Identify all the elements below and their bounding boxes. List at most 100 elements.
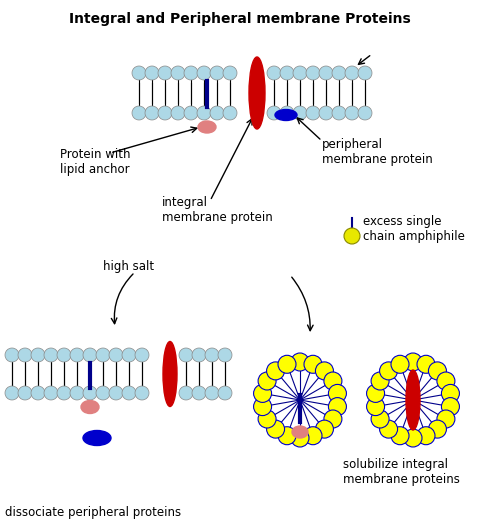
Circle shape (96, 348, 110, 362)
Circle shape (57, 386, 71, 400)
Circle shape (31, 348, 45, 362)
Circle shape (57, 348, 71, 362)
Ellipse shape (275, 109, 297, 120)
Circle shape (437, 410, 455, 428)
Ellipse shape (249, 57, 265, 129)
Circle shape (316, 362, 333, 380)
Circle shape (18, 348, 32, 362)
Circle shape (192, 386, 206, 400)
Circle shape (442, 398, 459, 416)
Circle shape (332, 66, 346, 80)
Circle shape (109, 348, 123, 362)
Circle shape (329, 385, 346, 402)
Circle shape (5, 386, 19, 400)
Circle shape (171, 106, 185, 120)
Circle shape (280, 66, 294, 80)
Text: integral
membrane protein: integral membrane protein (162, 196, 273, 224)
Circle shape (135, 348, 149, 362)
Circle shape (417, 355, 435, 373)
Circle shape (319, 106, 333, 120)
Circle shape (404, 353, 422, 371)
Circle shape (278, 427, 296, 444)
Text: peripheral
membrane protein: peripheral membrane protein (322, 138, 433, 166)
Circle shape (332, 106, 346, 120)
Circle shape (371, 410, 389, 428)
Circle shape (258, 372, 276, 390)
Circle shape (145, 66, 159, 80)
Circle shape (197, 106, 211, 120)
Circle shape (304, 427, 322, 444)
Circle shape (253, 398, 272, 416)
Circle shape (96, 386, 110, 400)
Circle shape (184, 66, 198, 80)
Ellipse shape (83, 430, 111, 446)
Circle shape (70, 348, 84, 362)
Circle shape (179, 348, 193, 362)
Circle shape (404, 429, 422, 447)
Text: excess single
chain amphiphile: excess single chain amphiphile (363, 215, 465, 243)
Text: solubilize integral
membrane proteins: solubilize integral membrane proteins (343, 458, 460, 486)
Text: high salt: high salt (103, 260, 154, 273)
Circle shape (210, 106, 224, 120)
Text: Integral and Peripheral membrane Proteins: Integral and Peripheral membrane Protein… (68, 12, 411, 26)
Circle shape (109, 386, 123, 400)
Circle shape (304, 355, 322, 373)
Circle shape (366, 398, 385, 416)
Circle shape (442, 385, 459, 402)
Circle shape (267, 66, 281, 80)
Circle shape (122, 386, 136, 400)
Circle shape (291, 353, 309, 371)
Circle shape (18, 386, 32, 400)
Circle shape (278, 355, 296, 373)
Circle shape (44, 386, 58, 400)
Circle shape (5, 348, 19, 362)
Circle shape (218, 348, 232, 362)
Circle shape (83, 348, 97, 362)
Circle shape (253, 385, 272, 402)
Circle shape (358, 106, 372, 120)
Circle shape (267, 420, 285, 438)
Circle shape (345, 106, 359, 120)
Circle shape (145, 106, 159, 120)
Circle shape (291, 429, 309, 447)
Circle shape (391, 355, 409, 373)
Circle shape (258, 410, 276, 428)
Circle shape (205, 348, 219, 362)
Circle shape (171, 66, 185, 80)
Circle shape (293, 106, 307, 120)
Circle shape (366, 385, 385, 402)
Circle shape (31, 386, 45, 400)
Circle shape (428, 362, 446, 380)
Circle shape (184, 106, 198, 120)
Circle shape (293, 66, 307, 80)
Circle shape (197, 66, 211, 80)
Circle shape (316, 420, 333, 438)
Circle shape (319, 66, 333, 80)
Circle shape (158, 66, 172, 80)
Circle shape (379, 362, 398, 380)
Circle shape (329, 398, 346, 416)
Circle shape (267, 362, 285, 380)
Circle shape (135, 386, 149, 400)
Circle shape (417, 427, 435, 444)
Circle shape (428, 420, 446, 438)
Circle shape (132, 106, 146, 120)
Circle shape (280, 106, 294, 120)
Circle shape (344, 228, 360, 244)
Circle shape (306, 106, 320, 120)
Circle shape (267, 106, 281, 120)
Circle shape (205, 386, 219, 400)
Circle shape (371, 372, 389, 390)
Ellipse shape (163, 341, 177, 407)
Circle shape (437, 372, 455, 390)
Circle shape (44, 348, 58, 362)
Circle shape (218, 386, 232, 400)
Circle shape (358, 66, 372, 80)
Circle shape (158, 106, 172, 120)
Circle shape (223, 66, 237, 80)
Circle shape (192, 348, 206, 362)
Circle shape (210, 66, 224, 80)
Circle shape (324, 372, 342, 390)
Ellipse shape (81, 400, 99, 413)
Circle shape (179, 386, 193, 400)
